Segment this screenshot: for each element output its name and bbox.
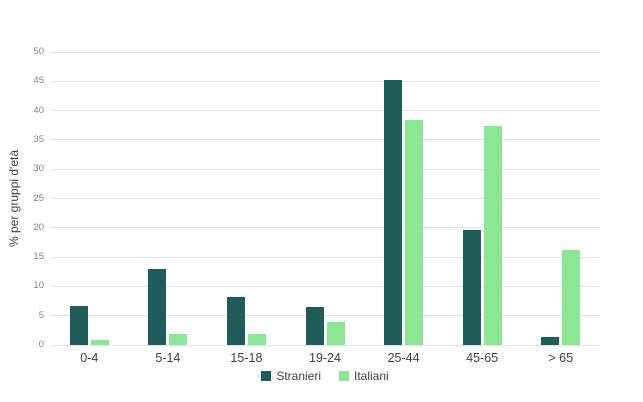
gridline-y-45 (50, 80, 600, 82)
x-tick-label-45-65: 45-65 (466, 351, 499, 365)
legend-swatch-italiani (339, 371, 349, 381)
bar-stranieri-5-14 (148, 269, 167, 345)
x-tick-label-15-18: 15-18 (230, 351, 263, 365)
y-tick-label-0: 0 (38, 339, 44, 350)
x-tick-label-19-24: 19-24 (309, 351, 341, 365)
legend-item-stranieri: Stranieri (261, 369, 321, 383)
bar-stranieri-19-24 (305, 306, 324, 345)
legend-label-italiani: Italiani (354, 369, 389, 383)
legend-label-stranieri: Stranieri (276, 369, 321, 383)
y-tick-label-5: 5 (38, 309, 44, 321)
y-tick-label-20: 20 (33, 221, 44, 233)
x-tick-label-5-14: 5-14 (155, 351, 181, 365)
gridline-y-40 (50, 110, 600, 112)
legend: Stranieri Italiani (50, 369, 600, 383)
legend-item-italiani: Italiani (339, 369, 389, 383)
gridline-y-10 (50, 285, 600, 287)
bar-stranieri-25-44 (384, 80, 403, 345)
bar-group-45-65 (462, 126, 502, 345)
gridline-y-35 (50, 139, 600, 141)
y-tick-label-35: 35 (33, 133, 44, 145)
y-tick-label-30: 30 (33, 163, 44, 175)
bar-italiani-25-44 (405, 119, 424, 345)
bar-italiani-45-65 (483, 126, 502, 345)
gridline-y-30 (50, 168, 600, 170)
y-tick-label-15: 15 (33, 251, 44, 263)
y-tick-label-10: 10 (33, 280, 44, 292)
legend-swatch-stranieri (261, 371, 272, 381)
bar-group-5-14 (148, 269, 188, 345)
gridline-y-20 (50, 227, 600, 229)
gridline-y-15 (50, 256, 600, 258)
gridline-y-25 (50, 198, 600, 199)
bar-italiani-15-18 (247, 334, 266, 345)
y-tick-label-40: 40 (33, 104, 44, 116)
plot-area (50, 51, 600, 346)
bar-italiani-19-24 (326, 322, 345, 345)
x-tick-label-> 65: > 65 (548, 351, 574, 365)
bar-stranieri-0-4 (69, 305, 88, 345)
bar-group-25-44 (384, 80, 424, 345)
bar-group-15-18 (226, 296, 266, 345)
y-tick-label-25: 25 (33, 192, 44, 204)
bar-italiani-> 65 (562, 250, 581, 345)
bar-group-0-4 (69, 305, 109, 345)
bar-italiani-5-14 (169, 334, 188, 345)
gridline-y-0 (50, 344, 600, 346)
bar-stranieri-45-65 (462, 230, 481, 345)
y-tick-label-45: 45 (33, 75, 44, 87)
x-tick-label-0-4: 0-4 (80, 351, 99, 365)
x-tick-label-25-44: 25-44 (387, 351, 420, 365)
bar-italiani-0-4 (90, 340, 109, 345)
bar-group-19-24 (305, 306, 345, 345)
gridline-y-5 (50, 315, 600, 317)
bar-stranieri-> 65 (541, 336, 560, 345)
bar-stranieri-15-18 (226, 296, 245, 345)
bar-group-> 65 (541, 250, 581, 345)
y-tick-label-50: 50 (33, 46, 44, 57)
gridline-y-50 (50, 51, 600, 53)
